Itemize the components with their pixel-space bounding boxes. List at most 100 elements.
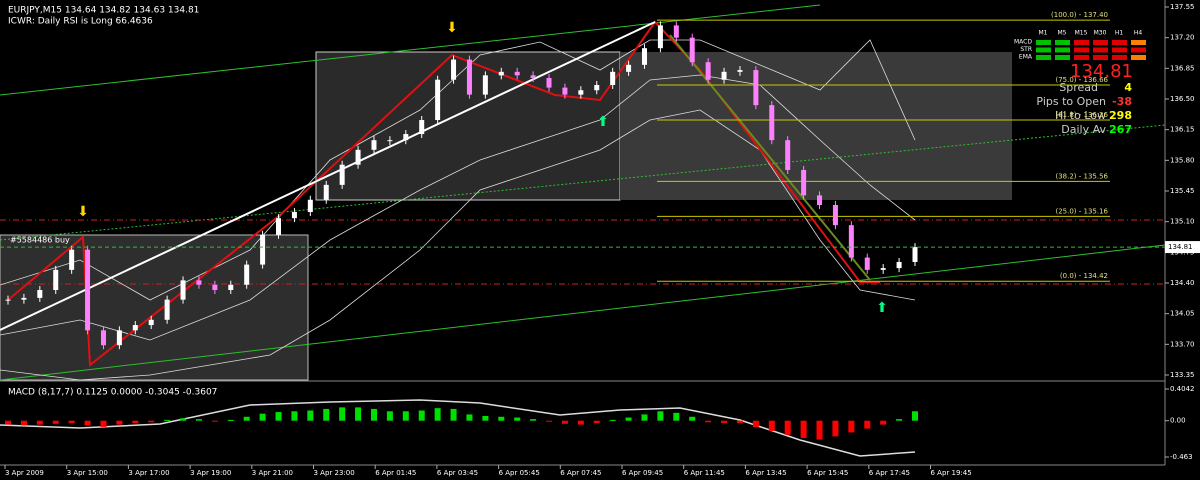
macd-bar — [896, 419, 903, 421]
candle — [912, 247, 918, 262]
y-tick-label: 134.05 — [1170, 310, 1195, 318]
signal-cell — [1093, 55, 1108, 60]
signal-cell — [1093, 40, 1108, 45]
fib-label: (61.8) - 136.26 — [1055, 111, 1108, 119]
macd-bar — [498, 416, 505, 421]
macd-bar — [530, 419, 537, 421]
macd-bar — [275, 412, 282, 421]
x-tick-label: 6 Apr 05:45 — [499, 469, 540, 477]
signal-cell — [1036, 40, 1051, 45]
arrow-marker: ⬇ — [77, 204, 89, 220]
macd-bar — [625, 417, 632, 421]
symbol-line: EURJPY,M15 134.64 134.82 134.63 134.81 — [8, 6, 199, 16]
candle — [21, 297, 27, 300]
x-tick-label: 6 Apr 17:45 — [869, 469, 910, 477]
macd-bar — [291, 411, 298, 421]
panel-value: 267 — [1109, 123, 1132, 136]
trend-line — [0, 244, 1166, 381]
candle — [196, 280, 202, 285]
macd-bar — [355, 407, 362, 421]
macd-bar — [450, 408, 457, 421]
trend-line — [0, 124, 1166, 241]
macd-bar — [816, 420, 823, 440]
timeframe-header: M1 — [1039, 30, 1048, 37]
fib-label: (0.0) - 134.42 — [1060, 272, 1108, 280]
macd-title: MACD (8,17,7) 0.1125 0.0000 -0.3045 -0.3… — [8, 388, 217, 398]
macd-bar — [848, 420, 855, 433]
candle — [546, 77, 552, 88]
macd-bar — [689, 416, 696, 421]
indicator-line: ICWR: Daily RSI is Long 66.4636 — [8, 17, 153, 27]
candle — [323, 184, 329, 200]
candle — [276, 218, 282, 235]
candle — [594, 84, 600, 91]
signal-cell — [1112, 55, 1127, 60]
macd-bar — [20, 420, 27, 426]
macd-bar — [180, 418, 187, 421]
trend-line — [0, 21, 656, 331]
x-tick-label: 6 Apr 15:45 — [807, 469, 848, 477]
macd-bar — [36, 420, 43, 425]
macd-bar — [593, 420, 600, 424]
timeframe-header: M15 — [1075, 30, 1088, 37]
macd-bar — [768, 420, 775, 431]
candle — [689, 37, 695, 63]
macd-bar — [132, 420, 139, 424]
candle — [307, 199, 313, 213]
timeframe-header: H1 — [1115, 30, 1124, 37]
fib-label: (100.0) - 137.40 — [1051, 11, 1108, 19]
signal-cell — [1036, 47, 1051, 53]
candle — [817, 195, 823, 206]
panel-label: Daily Av — [1061, 123, 1106, 136]
macd-bar — [482, 415, 489, 421]
macd-bar — [211, 420, 218, 422]
candle — [451, 59, 457, 80]
signal-cell — [1074, 55, 1089, 60]
candle — [212, 284, 218, 291]
range-box — [0, 234, 309, 381]
macd-bar — [164, 419, 171, 421]
candle — [371, 140, 377, 150]
signal-cell — [1074, 47, 1089, 53]
candle — [37, 290, 43, 298]
indicator-name: MACD — [1014, 39, 1032, 46]
macd-bar — [641, 414, 648, 421]
y-tick-label: 135.45 — [1170, 187, 1195, 195]
signal-cell — [1112, 40, 1127, 45]
macd-bar — [466, 414, 473, 421]
signal-cell — [1131, 40, 1146, 45]
macd-bar — [609, 419, 616, 421]
fib-label: (25.0) - 135.16 — [1055, 207, 1108, 215]
candle — [753, 70, 759, 106]
y-tick-label: 136.50 — [1170, 95, 1195, 103]
signal-cell — [1036, 55, 1051, 60]
candle — [435, 79, 441, 121]
y-tick-label: 133.70 — [1170, 340, 1195, 348]
macd-bar — [243, 416, 250, 421]
macd-bar — [577, 420, 584, 425]
x-tick-label: 3 Apr 21:00 — [252, 469, 293, 477]
x-tick-label: 6 Apr 09:45 — [622, 469, 663, 477]
y-tick-label: 137.20 — [1170, 34, 1195, 42]
signal-cell — [1055, 55, 1070, 60]
candle — [148, 319, 154, 326]
candle — [53, 269, 59, 291]
order-label: #5584486 buy — [10, 236, 70, 245]
macd-bar — [418, 410, 425, 421]
macd-bar — [673, 412, 680, 421]
macd-bar — [323, 408, 330, 421]
macd-bar — [370, 408, 377, 421]
y-tick-label: 0.00 — [1170, 417, 1186, 425]
macd-bar — [148, 420, 155, 423]
candle — [498, 71, 504, 76]
candle — [482, 75, 488, 95]
candle — [530, 75, 536, 78]
macd-bar — [880, 420, 887, 425]
y-tick-label: -0.463 — [1170, 453, 1193, 461]
indicator-name: EMA — [1019, 54, 1033, 61]
candle — [785, 140, 791, 170]
macd-bar — [800, 420, 807, 438]
macd-bar — [339, 407, 346, 421]
x-tick-label: 3 Apr 17:00 — [128, 469, 169, 477]
